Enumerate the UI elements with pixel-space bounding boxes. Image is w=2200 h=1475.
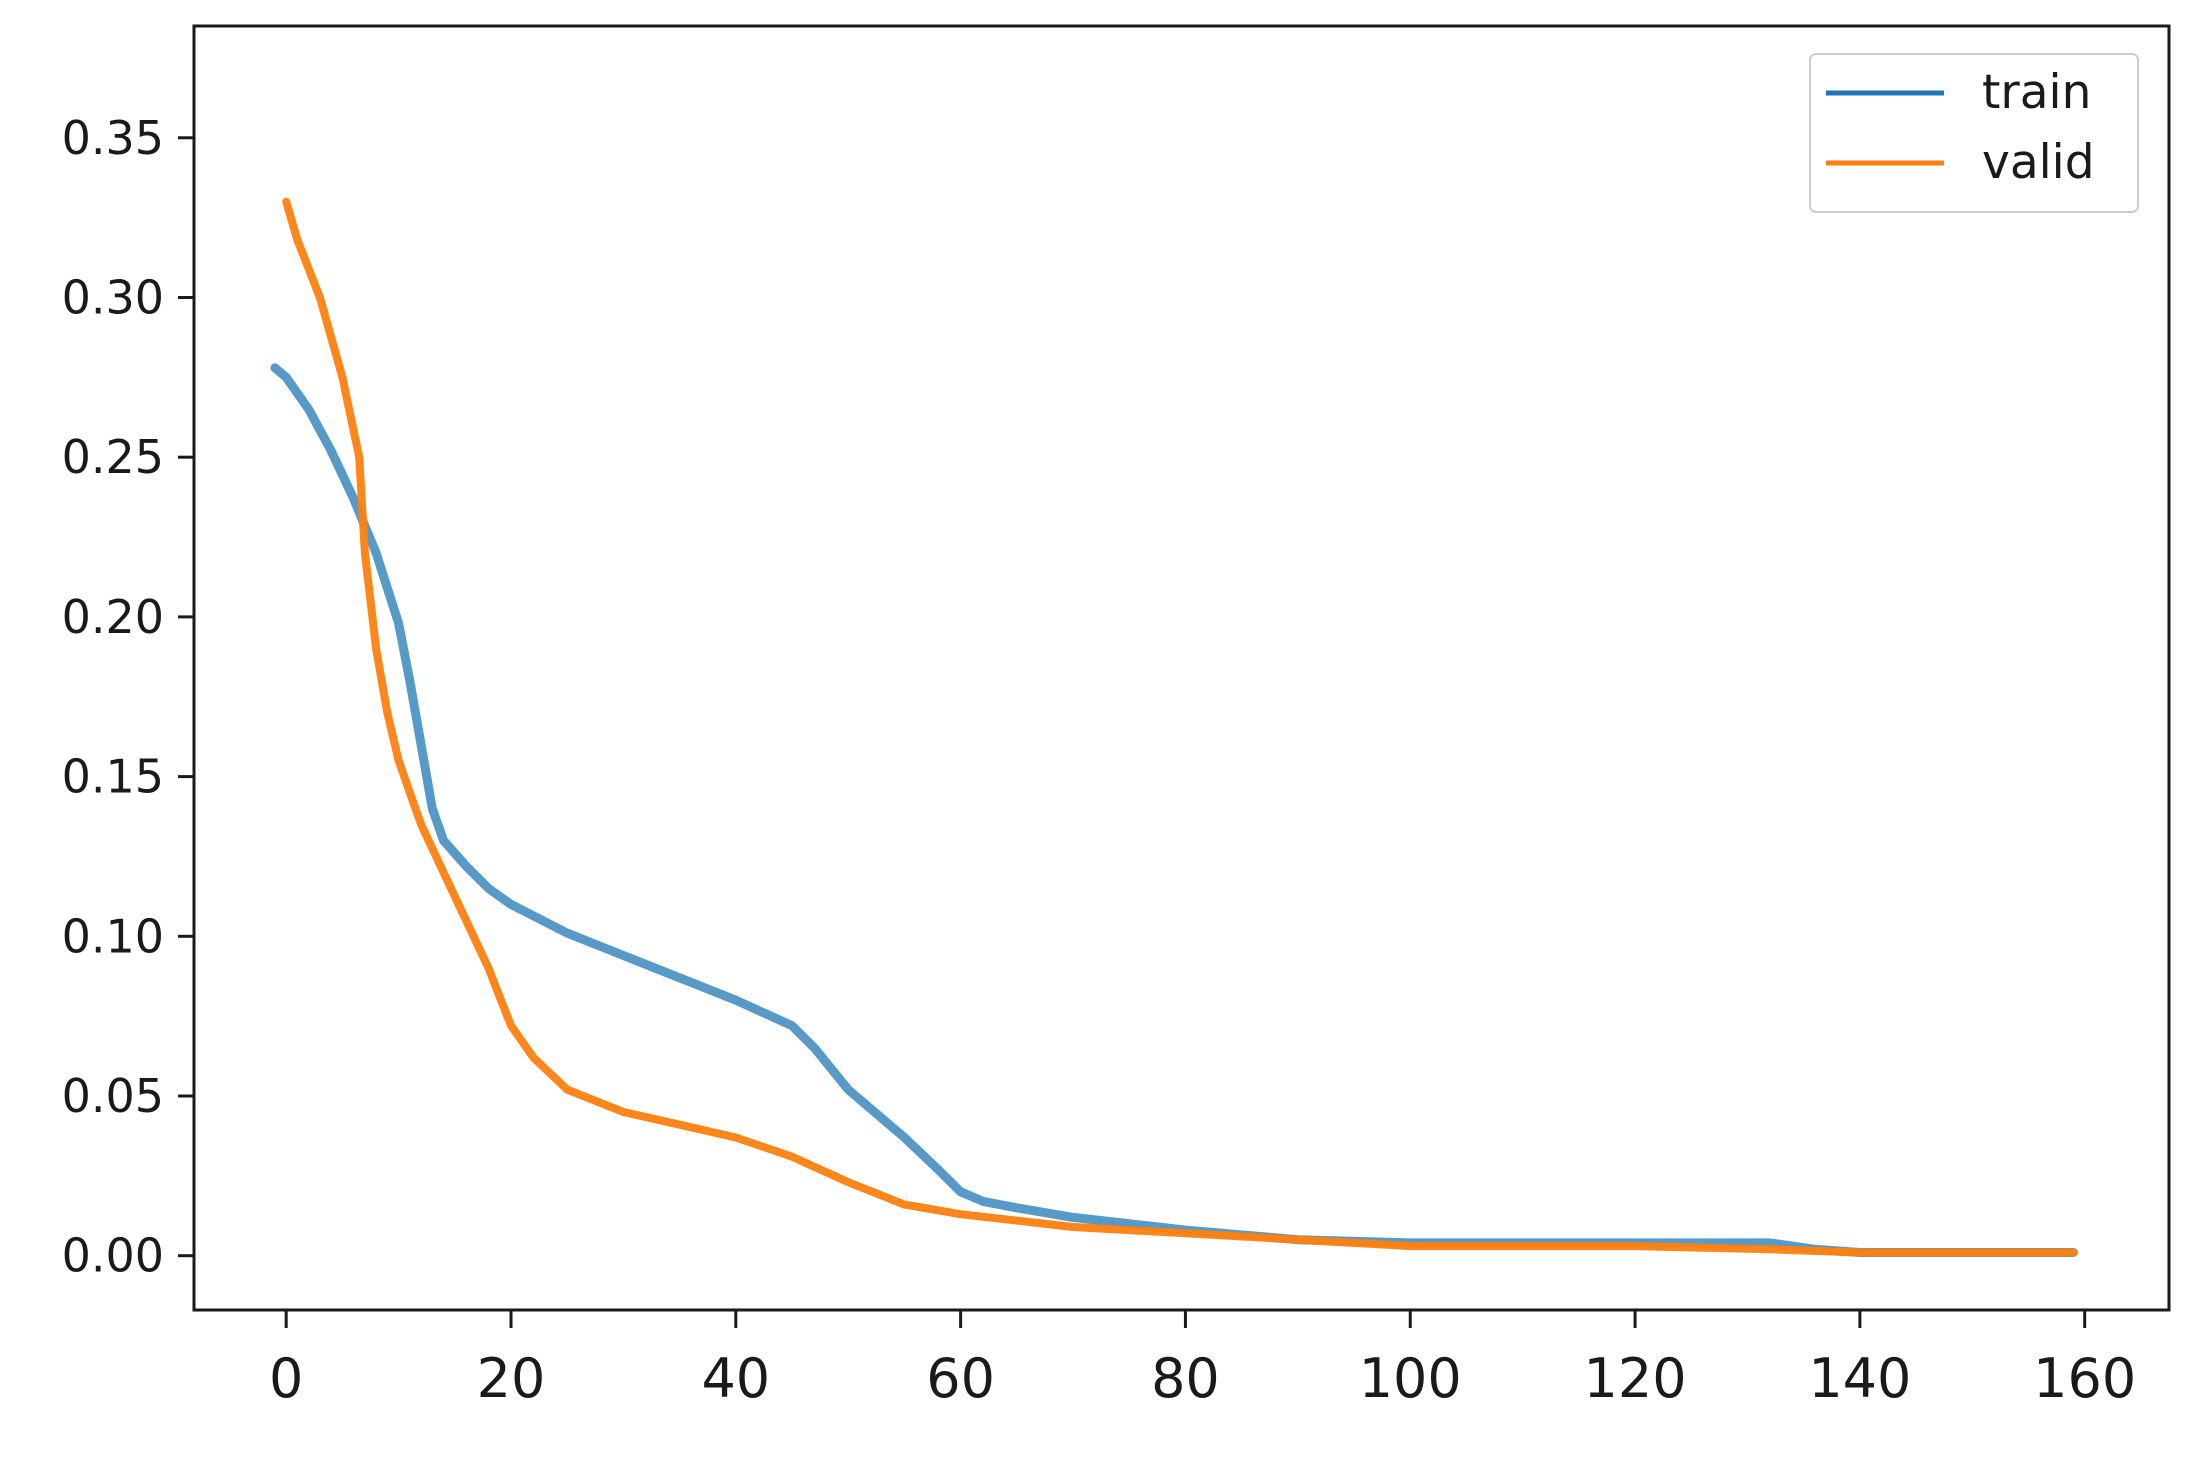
x-tick-label: 20 <box>477 1347 546 1410</box>
y-tick-label: 0.20 <box>62 590 164 644</box>
legend: train valid <box>1809 53 2139 213</box>
plot-lines <box>270 197 2078 1257</box>
y-tick-label: 0.35 <box>62 111 164 165</box>
x-tick-label: 160 <box>2033 1347 2136 1410</box>
y-tick-label: 0.00 <box>62 1229 164 1283</box>
x-axis: 0 20 40 60 80 100 120 140 160 <box>269 1310 2136 1410</box>
x-tick-label: 140 <box>1808 1347 1911 1410</box>
y-tick-label: 0.30 <box>62 270 164 324</box>
series-line-valid <box>282 197 2078 1257</box>
x-tick-label: 0 <box>269 1347 303 1410</box>
x-tick-label: 60 <box>926 1347 995 1410</box>
y-tick-label: 0.25 <box>62 430 164 484</box>
y-tick-label: 0.05 <box>62 1069 164 1123</box>
y-axis: 0.00 0.05 0.10 0.15 0.20 0.25 0.30 0.35 <box>62 111 194 1283</box>
legend-label-train: train <box>1982 65 2091 120</box>
y-tick-label: 0.10 <box>62 909 164 963</box>
x-tick-label: 100 <box>1359 1347 1462 1410</box>
x-tick-label: 80 <box>1151 1347 1220 1410</box>
x-tick-label: 40 <box>701 1347 770 1410</box>
series-line-train <box>270 363 2078 1257</box>
axes-frame <box>192 24 2171 1312</box>
x-tick-label: 120 <box>1584 1347 1687 1410</box>
legend-label-valid: valid <box>1982 135 2095 190</box>
y-tick-label: 0.15 <box>62 750 164 804</box>
